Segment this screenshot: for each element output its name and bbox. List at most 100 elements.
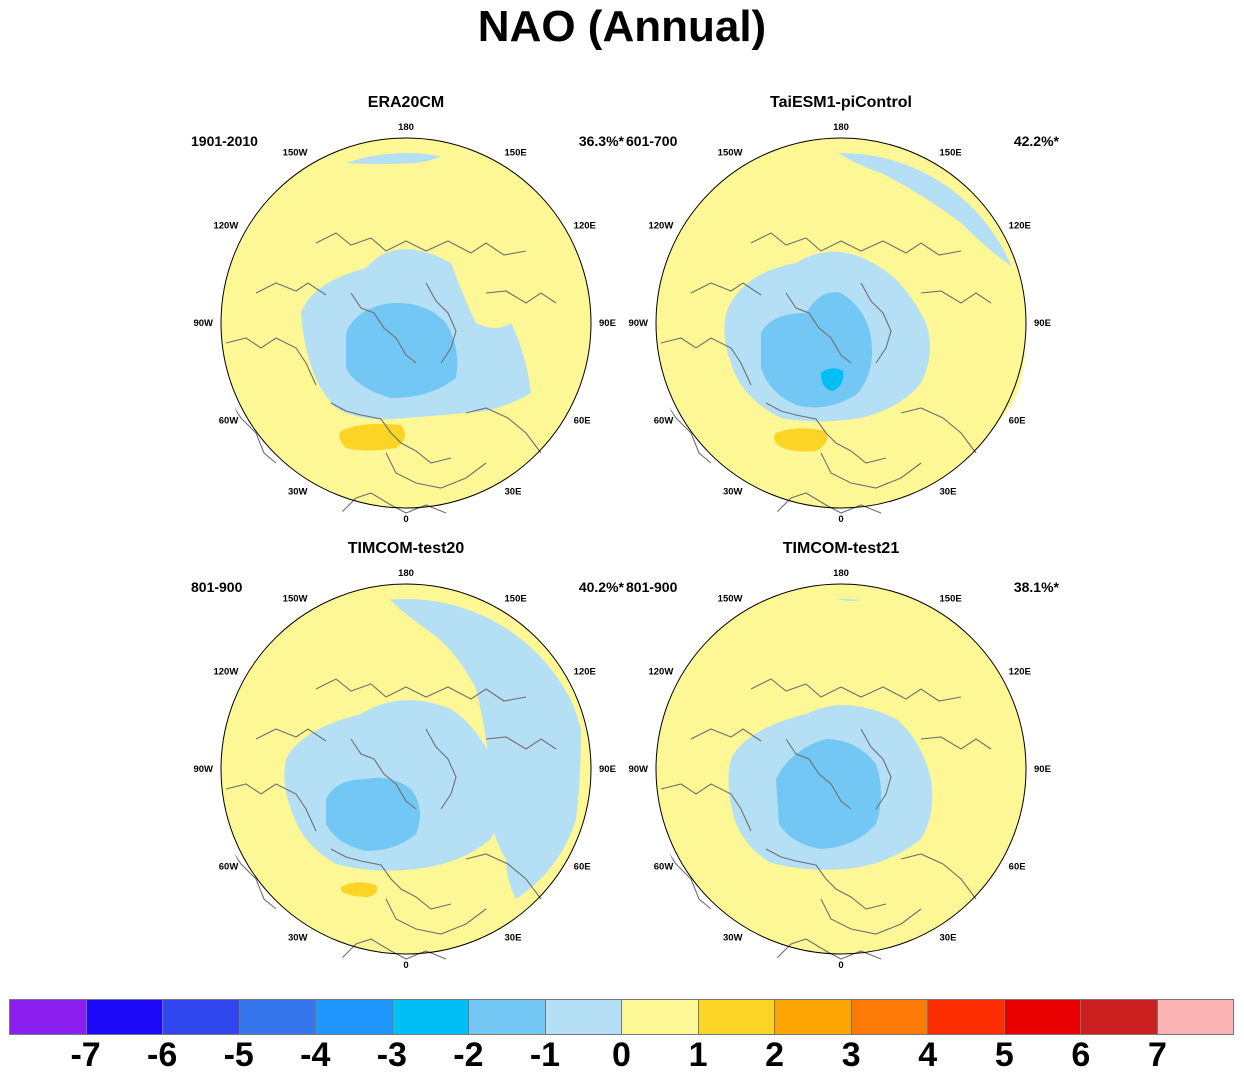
colorbar-box bbox=[469, 1000, 546, 1034]
polar-map: 180 0 90W 90E 150W 150E 120W 120E 60W 60E 30W 30E bbox=[628, 568, 1051, 971]
coastline bbox=[485, 736, 557, 750]
coastline bbox=[765, 402, 887, 464]
longitude-label: 30E bbox=[505, 933, 522, 944]
map-panel-taiesm1: TaiESM1-piControl 601-700 42.2%* 180 0 90W… bbox=[621, 94, 1061, 534]
colorbar-box bbox=[775, 1000, 852, 1034]
negative-anomaly-peak bbox=[821, 368, 844, 391]
coastline bbox=[785, 292, 852, 364]
longitude-label: 90E bbox=[599, 764, 616, 775]
colorbar bbox=[9, 999, 1234, 1035]
colorbar-box bbox=[851, 1000, 928, 1034]
coastline bbox=[315, 678, 527, 702]
panel-variance: 36.3%* bbox=[578, 133, 624, 149]
longitude-label: 120E bbox=[1009, 667, 1031, 678]
coastline bbox=[750, 678, 962, 702]
coastline bbox=[920, 736, 992, 750]
colorbar-box bbox=[928, 1000, 1005, 1034]
longitude-label: 90E bbox=[1034, 764, 1051, 775]
colorbar-tick-label: -6 bbox=[147, 1036, 178, 1074]
longitude-label: 90E bbox=[1034, 318, 1051, 329]
longitude-label: 150W bbox=[718, 593, 743, 604]
coastline bbox=[340, 492, 447, 514]
coastline bbox=[225, 337, 317, 386]
longitude-label: 60W bbox=[219, 416, 239, 427]
coastline bbox=[330, 402, 452, 464]
panel-period: 801-900 bbox=[191, 579, 243, 595]
longitude-label: 0 bbox=[403, 960, 408, 971]
panel-period: 801-900 bbox=[626, 579, 678, 595]
coastline bbox=[750, 232, 962, 256]
longitude-label: 0 bbox=[838, 960, 843, 971]
longitude-label: 120E bbox=[1009, 221, 1031, 232]
negative-anomaly-core bbox=[326, 777, 420, 851]
longitude-label: 120W bbox=[648, 221, 673, 232]
map-boundary bbox=[655, 137, 1027, 509]
map-boundary bbox=[220, 137, 592, 509]
coastline bbox=[385, 452, 487, 489]
coastline bbox=[330, 848, 452, 910]
longitude-label: 60E bbox=[574, 862, 591, 873]
longitude-label: 150E bbox=[505, 593, 527, 604]
negative-anomaly-region bbox=[371, 599, 581, 899]
longitude-label: 30E bbox=[940, 487, 957, 498]
longitude-label: 60E bbox=[574, 416, 591, 427]
negative-anomaly-core bbox=[776, 739, 881, 849]
polar-map: 180 0 90W 90E 150W 150E 120W 120E 60W 60E 30W 30E bbox=[193, 122, 615, 525]
coastline bbox=[350, 738, 417, 810]
colorbar-tick-label: -1 bbox=[529, 1036, 561, 1074]
longitude-label: 60W bbox=[219, 862, 239, 873]
negative-anomaly-core bbox=[346, 302, 458, 398]
positive-anomaly-region bbox=[774, 428, 828, 452]
colorbar-tick-label: -2 bbox=[453, 1036, 484, 1074]
panel-variance: 38.1%* bbox=[1013, 579, 1059, 595]
coastline bbox=[690, 282, 762, 296]
coastline bbox=[255, 728, 327, 742]
map-panel-era20cm: ERA20CM 1901-2010 36.3%* 180 0 90W 90E 150W 1… bbox=[186, 94, 626, 534]
colorbar-box bbox=[1081, 1000, 1158, 1034]
colorbar-tick-label: 3 bbox=[841, 1036, 861, 1074]
longitude-label: 0 bbox=[838, 514, 843, 525]
colorbar-box bbox=[392, 1000, 469, 1034]
longitude-label: 30E bbox=[940, 933, 957, 944]
colorbar-tick-label: -4 bbox=[300, 1036, 331, 1074]
coastline bbox=[225, 783, 317, 832]
longitude-label: 120E bbox=[574, 667, 596, 678]
coastline bbox=[425, 728, 457, 810]
longitude-label: 60W bbox=[654, 416, 674, 427]
coastline bbox=[775, 938, 882, 960]
positive-anomaly-region bbox=[951, 639, 1016, 709]
coastline bbox=[820, 898, 922, 935]
colorbar-box bbox=[1157, 1000, 1233, 1034]
panel-period: 601-700 bbox=[626, 133, 678, 149]
longitude-label: 60E bbox=[1009, 862, 1026, 873]
positive-anomaly-region bbox=[341, 882, 378, 897]
colorbar-tick-label: 0 bbox=[612, 1036, 631, 1074]
coastline bbox=[785, 738, 852, 810]
colorbar-box bbox=[163, 1000, 240, 1034]
colorbar-box bbox=[316, 1000, 393, 1034]
longitude-label: 30E bbox=[505, 487, 522, 498]
colorbar-box bbox=[622, 1000, 699, 1034]
panel-title: TIMCOM-test21 bbox=[782, 540, 900, 557]
longitude-label: 30W bbox=[723, 487, 743, 498]
longitude-label: 150W bbox=[283, 593, 308, 604]
coastline bbox=[775, 492, 882, 514]
colorbar-tick-label: -7 bbox=[70, 1036, 101, 1074]
colorbar-tick-label: 1 bbox=[688, 1036, 708, 1074]
longitude-label: 0 bbox=[403, 514, 408, 525]
coastline bbox=[860, 728, 892, 810]
longitude-label: 150W bbox=[718, 147, 743, 158]
coastline bbox=[465, 407, 542, 454]
coastline bbox=[900, 853, 977, 900]
coastline bbox=[660, 337, 752, 386]
coastline bbox=[900, 407, 977, 454]
polar-map: 180 0 90W 90E 150W 150E 120W 120E 60W 60E 30W 30E bbox=[193, 568, 616, 971]
longitude-label: 150W bbox=[283, 147, 308, 158]
panel-variance: 40.2%* bbox=[578, 579, 624, 595]
colorbar-box bbox=[86, 1000, 163, 1034]
coastline bbox=[340, 938, 447, 960]
negative-anomaly-core bbox=[761, 292, 872, 408]
coastline bbox=[690, 728, 762, 742]
longitude-label: 150E bbox=[505, 147, 527, 158]
map-panel-timcom-test21: TIMCOM-test21 801-900 38.1%* 180 0 90W 90E 1… bbox=[621, 540, 1061, 980]
